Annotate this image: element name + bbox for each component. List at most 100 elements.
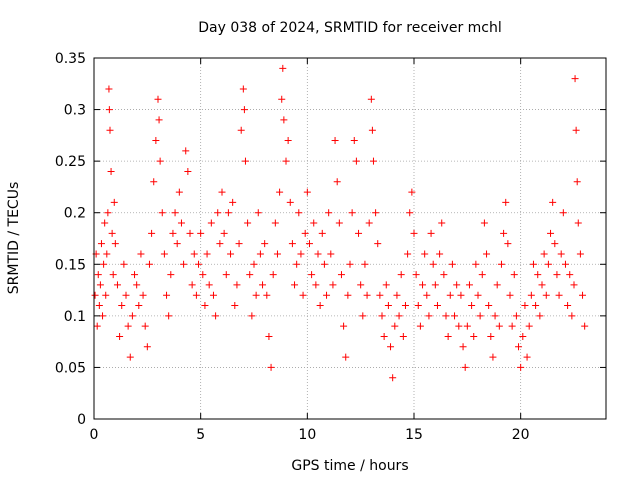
data-point	[107, 167, 115, 175]
data-point	[457, 291, 465, 299]
data-point	[303, 188, 311, 196]
data-point	[239, 85, 247, 93]
data-point	[165, 312, 173, 320]
data-point	[436, 250, 444, 258]
data-point	[229, 198, 237, 206]
data-point	[199, 271, 207, 279]
data-point	[571, 75, 579, 83]
data-point	[152, 137, 160, 145]
data-point	[506, 291, 514, 299]
data-point	[139, 291, 147, 299]
data-point	[361, 260, 369, 268]
y-tick-label: 0.35	[55, 51, 86, 67]
data-point	[278, 95, 286, 103]
y-tick-label: 0.15	[55, 257, 86, 273]
x-tick-label: 10	[298, 427, 316, 443]
data-point	[128, 312, 136, 320]
data-point	[468, 302, 476, 310]
data-point	[331, 137, 339, 145]
data-point	[401, 302, 409, 310]
data-point	[158, 209, 166, 217]
data-point	[155, 116, 163, 124]
data-point	[414, 302, 422, 310]
data-point	[188, 281, 196, 289]
data-point	[570, 281, 578, 289]
data-point	[472, 260, 480, 268]
data-point	[240, 106, 248, 114]
data-points	[91, 64, 589, 382]
data-point	[493, 281, 501, 289]
data-point	[318, 229, 326, 237]
data-point	[111, 240, 119, 248]
data-point	[214, 209, 222, 217]
data-point	[108, 229, 116, 237]
data-point	[327, 250, 335, 258]
data-point	[273, 250, 281, 258]
data-point	[141, 322, 149, 330]
data-point	[429, 260, 437, 268]
data-point	[252, 291, 260, 299]
data-point	[120, 260, 128, 268]
data-point	[408, 188, 416, 196]
data-point	[93, 322, 101, 330]
data-point	[421, 250, 429, 258]
y-tick-label: 0.05	[55, 360, 86, 376]
data-point	[192, 291, 200, 299]
data-point	[510, 271, 518, 279]
data-point	[419, 281, 427, 289]
data-point	[448, 260, 456, 268]
data-point	[495, 322, 503, 330]
data-point	[122, 291, 130, 299]
data-point	[256, 250, 264, 258]
data-point	[547, 229, 555, 237]
data-point	[96, 281, 104, 289]
data-point	[497, 260, 505, 268]
data-point	[376, 291, 384, 299]
data-point	[459, 343, 467, 351]
y-tick-label: 0.2	[64, 206, 86, 222]
y-tick-label: 0.25	[55, 154, 86, 170]
data-point	[250, 260, 258, 268]
data-point	[175, 188, 183, 196]
data-point	[410, 229, 418, 237]
data-point	[180, 260, 188, 268]
data-point	[399, 332, 407, 340]
data-point	[536, 312, 544, 320]
data-point	[561, 260, 569, 268]
data-point	[502, 198, 510, 206]
data-point	[279, 64, 287, 72]
data-point	[254, 209, 262, 217]
data-point	[393, 291, 401, 299]
data-point	[406, 209, 414, 217]
data-point	[557, 250, 565, 258]
data-point	[263, 291, 271, 299]
data-point	[143, 343, 151, 351]
data-point	[261, 240, 269, 248]
data-point	[504, 240, 512, 248]
data-point	[135, 302, 143, 310]
data-point	[171, 209, 179, 217]
data-point	[431, 281, 439, 289]
data-point	[355, 229, 363, 237]
data-point	[325, 209, 333, 217]
data-point	[416, 322, 424, 330]
grid-lines	[94, 58, 606, 419]
data-point	[105, 85, 113, 93]
y-axis-label: SRMTID / TECUs	[6, 182, 22, 295]
data-point	[512, 312, 520, 320]
data-point	[105, 106, 113, 114]
data-point	[160, 250, 168, 258]
data-point	[244, 219, 252, 227]
data-point	[99, 312, 107, 320]
data-point	[433, 302, 441, 310]
data-point	[365, 219, 373, 227]
x-tick-label: 15	[405, 427, 423, 443]
data-point	[389, 374, 397, 382]
data-point	[222, 271, 230, 279]
data-point	[515, 343, 523, 351]
data-point	[559, 209, 567, 217]
data-point	[116, 332, 124, 340]
data-point	[446, 291, 454, 299]
data-point	[455, 322, 463, 330]
